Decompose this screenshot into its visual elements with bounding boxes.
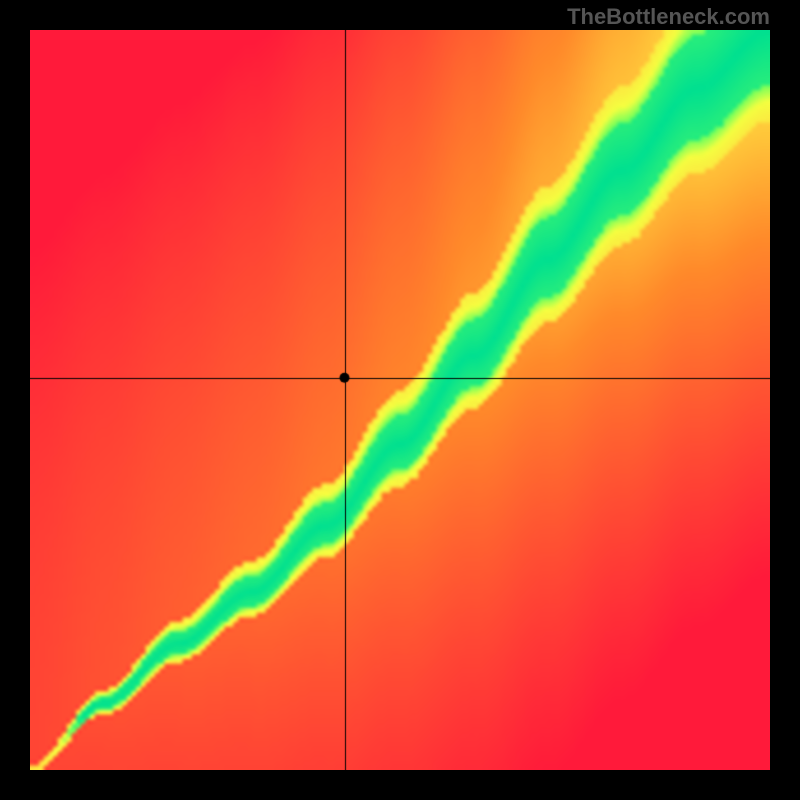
bottleneck-heatmap xyxy=(30,30,770,770)
chart-container: TheBottleneck.com xyxy=(0,0,800,800)
watermark-text: TheBottleneck.com xyxy=(567,4,770,30)
